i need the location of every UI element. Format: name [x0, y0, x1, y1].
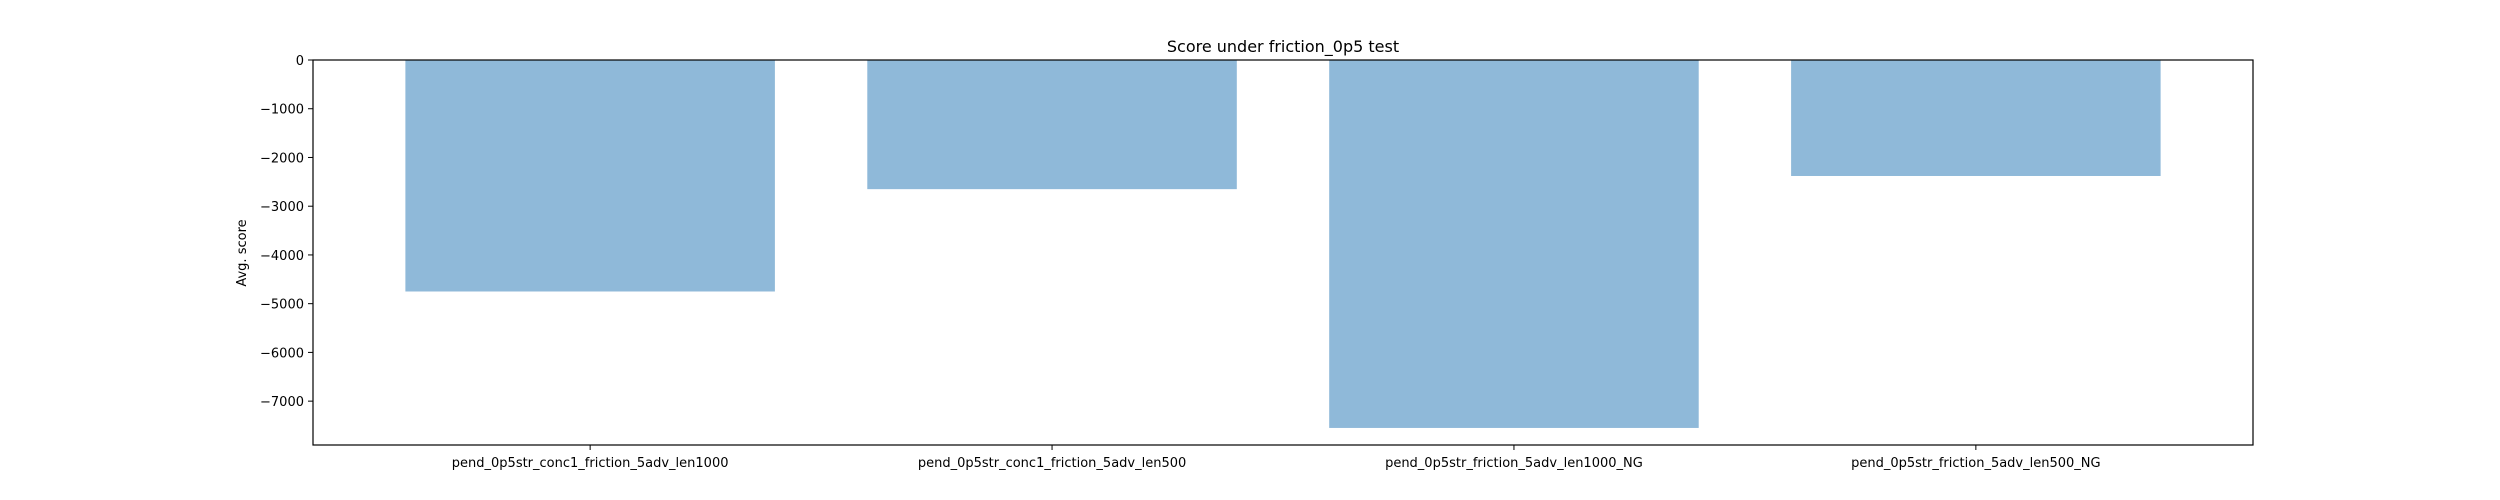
- bars-layer: [405, 60, 2161, 428]
- y-tick-label: −4000: [260, 249, 304, 264]
- y-axis-ticks: 0 −1000 −2000 −3000 −4000 −5000 −6000 −7000: [260, 54, 313, 410]
- x-tick-label: pend_0p5str_conc1_friction_5adv_len500: [918, 456, 1186, 471]
- y-tick-label: −2000: [260, 151, 304, 166]
- bar-3: [1329, 60, 1699, 428]
- y-tick-label: −6000: [260, 346, 304, 361]
- bar-2: [867, 60, 1237, 190]
- y-tick-label: 0: [296, 54, 304, 69]
- bar-1: [405, 60, 775, 292]
- y-tick-label: −1000: [260, 103, 304, 118]
- chart-title: Score under friction_0p5 test: [1167, 37, 1399, 57]
- y-tick-label: −5000: [260, 298, 304, 313]
- y-axis-label: Avg. score: [235, 219, 250, 286]
- x-tick-label: pend_0p5str_friction_5adv_len1000_NG: [1385, 456, 1643, 471]
- plot-area-frame: [312, 59, 2254, 446]
- x-tick-label: pend_0p5str_friction_5adv_len500_NG: [1851, 456, 2100, 471]
- y-tick-label: −3000: [260, 200, 304, 215]
- bar-4: [1791, 60, 2161, 176]
- x-tick-label: pend_0p5str_conc1_friction_5adv_len1000: [452, 456, 729, 471]
- y-tick-label: −7000: [260, 395, 304, 410]
- x-axis-ticks: pend_0p5str_conc1_friction_5adv_len1000 p…: [452, 445, 2101, 471]
